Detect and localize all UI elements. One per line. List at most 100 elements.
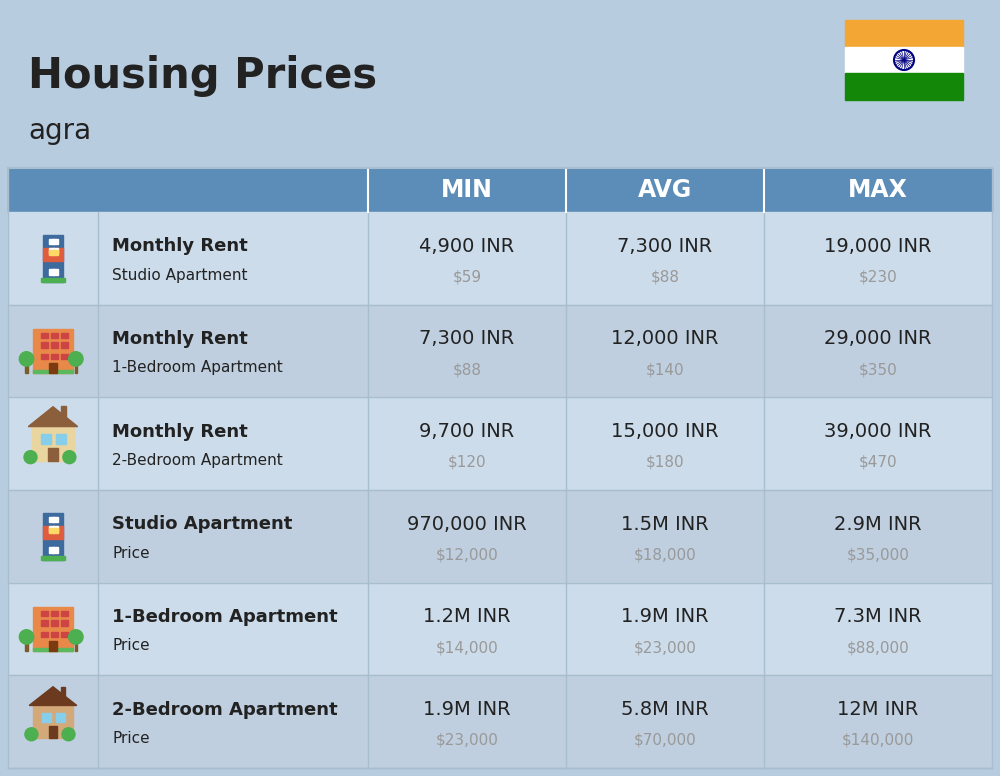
Bar: [48, 448, 58, 461]
Bar: [49, 248, 54, 254]
Text: 29,000 INR: 29,000 INR: [824, 330, 932, 348]
Text: $14,000: $14,000: [436, 640, 498, 655]
Text: Studio Apartment: Studio Apartment: [112, 268, 248, 282]
Bar: [53, 526, 58, 532]
Text: 19,000 INR: 19,000 INR: [824, 237, 932, 256]
Bar: [51, 611, 58, 616]
Bar: [845, 74, 963, 100]
Bar: [41, 611, 48, 616]
Text: 2-Bedroom Apartment: 2-Bedroom Apartment: [112, 453, 283, 468]
Text: 15,000 INR: 15,000 INR: [611, 422, 719, 441]
Bar: [32, 427, 74, 461]
Polygon shape: [28, 407, 78, 427]
Circle shape: [25, 728, 38, 741]
Bar: [49, 726, 57, 738]
Text: 7,300 INR: 7,300 INR: [617, 237, 713, 256]
Bar: [41, 342, 48, 348]
Text: 1-Bedroom Apartment: 1-Bedroom Apartment: [112, 360, 283, 375]
Text: MIN: MIN: [441, 178, 493, 202]
Text: $350: $350: [859, 362, 897, 377]
Text: $70,000: $70,000: [634, 733, 696, 748]
Text: 1.9M INR: 1.9M INR: [423, 700, 511, 719]
Bar: [49, 250, 54, 255]
Text: 12,000 INR: 12,000 INR: [611, 330, 719, 348]
Text: 1.5M INR: 1.5M INR: [621, 514, 709, 534]
Text: Studio Apartment: Studio Apartment: [112, 515, 292, 533]
Text: Price: Price: [112, 546, 150, 560]
Text: 9,700 INR: 9,700 INR: [419, 422, 515, 441]
Text: $470: $470: [859, 455, 897, 469]
Text: 4,900 INR: 4,900 INR: [419, 237, 515, 256]
Text: $120: $120: [448, 455, 486, 469]
Circle shape: [19, 629, 34, 644]
Text: 12M INR: 12M INR: [837, 700, 919, 719]
Text: AVG: AVG: [638, 178, 692, 202]
Text: $23,000: $23,000: [436, 733, 498, 748]
Text: $88: $88: [650, 269, 680, 284]
Circle shape: [62, 728, 75, 741]
Bar: [33, 705, 73, 738]
Bar: [33, 329, 73, 372]
Bar: [49, 517, 54, 522]
Bar: [49, 363, 57, 372]
Bar: [51, 632, 58, 637]
Text: Price: Price: [112, 638, 150, 653]
Text: $12,000: $12,000: [436, 547, 498, 563]
Bar: [33, 608, 73, 650]
Text: 1-Bedroom Apartment: 1-Bedroom Apartment: [112, 608, 338, 626]
Bar: [8, 397, 992, 490]
Bar: [75, 642, 77, 650]
Bar: [61, 342, 68, 348]
Bar: [53, 269, 58, 275]
Bar: [49, 526, 54, 532]
Bar: [41, 354, 48, 359]
Text: 2.9M INR: 2.9M INR: [834, 514, 922, 534]
Bar: [56, 713, 65, 722]
Text: 970,000 INR: 970,000 INR: [407, 514, 527, 534]
Bar: [51, 354, 58, 359]
Bar: [61, 632, 68, 637]
Bar: [49, 641, 57, 650]
Text: $230: $230: [859, 269, 897, 284]
Bar: [53, 248, 58, 254]
Bar: [61, 620, 68, 625]
Bar: [8, 675, 992, 768]
Bar: [53, 239, 58, 244]
Bar: [49, 528, 54, 532]
Bar: [33, 648, 73, 650]
Text: $88: $88: [452, 362, 482, 377]
Bar: [53, 517, 58, 522]
Bar: [8, 212, 992, 305]
Text: Monthly Rent: Monthly Rent: [112, 237, 248, 255]
Text: $23,000: $23,000: [634, 640, 696, 655]
Circle shape: [63, 451, 76, 463]
Circle shape: [24, 451, 37, 463]
Text: $59: $59: [452, 269, 482, 284]
Text: Housing Prices: Housing Prices: [28, 55, 377, 97]
Text: Price: Price: [112, 731, 150, 746]
Bar: [61, 611, 68, 616]
Text: $140,000: $140,000: [842, 733, 914, 748]
Bar: [43, 525, 63, 539]
Circle shape: [19, 352, 34, 366]
Bar: [8, 490, 992, 583]
Bar: [43, 235, 63, 282]
Text: 39,000 INR: 39,000 INR: [824, 422, 932, 441]
Bar: [53, 528, 58, 532]
Bar: [845, 47, 963, 74]
Bar: [8, 583, 992, 675]
Text: $88,000: $88,000: [847, 640, 909, 655]
Bar: [25, 642, 28, 650]
Bar: [8, 168, 992, 212]
Bar: [42, 713, 51, 722]
Bar: [43, 513, 63, 559]
Circle shape: [69, 629, 83, 644]
Text: $35,000: $35,000: [847, 547, 909, 563]
Text: 7,300 INR: 7,300 INR: [419, 330, 515, 348]
Bar: [51, 342, 58, 348]
Bar: [61, 406, 66, 417]
Bar: [53, 250, 58, 255]
Text: 7.3M INR: 7.3M INR: [834, 608, 922, 626]
Text: 2-Bedroom Apartment: 2-Bedroom Apartment: [112, 701, 338, 719]
Bar: [41, 434, 51, 444]
